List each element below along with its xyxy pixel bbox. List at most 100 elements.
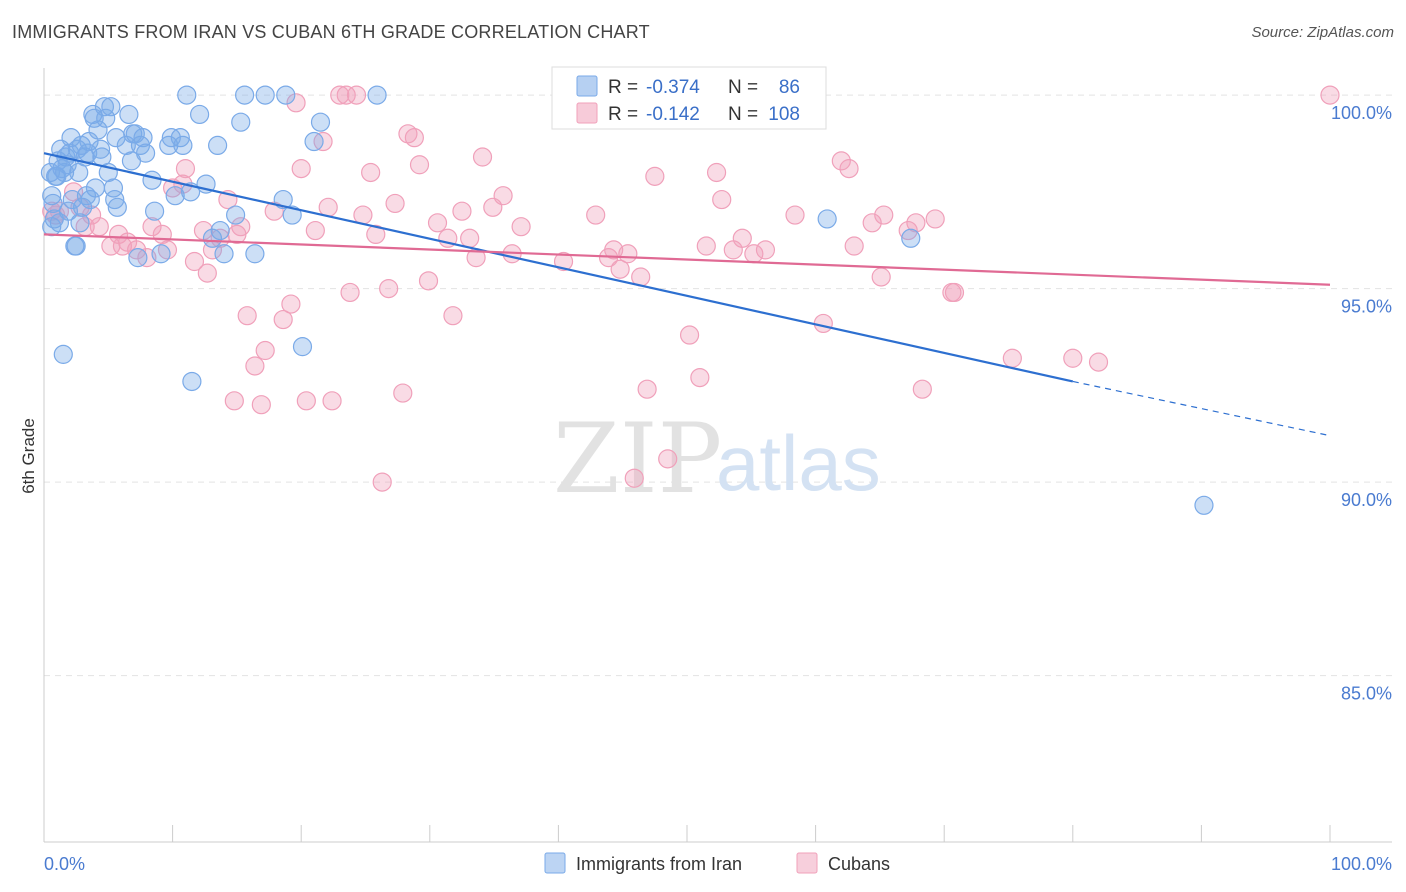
data-point-iran <box>245 244 265 264</box>
data-point-cubans <box>637 379 657 399</box>
x-tick-label: 0.0% <box>44 854 85 874</box>
data-point-cubans <box>404 128 424 148</box>
data-point-cubans <box>245 356 265 376</box>
data-point-iran <box>80 189 100 210</box>
data-point-cubans <box>906 213 926 233</box>
data-point-cubans <box>366 224 386 245</box>
trend-lines <box>43 152 1331 437</box>
data-point-cubans <box>732 228 752 248</box>
data-point-cubans <box>296 391 316 411</box>
data-point-iran <box>231 112 251 132</box>
data-point-cubans <box>839 159 859 179</box>
data-point-cubans <box>645 166 665 186</box>
y-tick-label: 95.0% <box>1341 297 1392 317</box>
data-point-cubans <box>42 201 62 221</box>
data-point-cubans <box>553 251 574 272</box>
data-point-cubans <box>112 236 133 256</box>
data-point-cubans <box>379 278 399 299</box>
legend-r-value-cubans: -0.142 <box>646 104 700 125</box>
data-point-iran <box>255 85 275 105</box>
bottom-legend: Immigrants from Iran Cubans <box>544 852 890 874</box>
data-point-iran <box>142 170 162 190</box>
data-point-cubans <box>511 217 531 237</box>
data-point-cubans <box>427 213 448 233</box>
data-point-iran <box>54 162 75 183</box>
data-point-iran <box>119 104 139 125</box>
data-point-cubans <box>690 368 710 388</box>
data-point-iran <box>70 213 90 233</box>
data-point-cubans <box>273 309 293 330</box>
data-point-cubans <box>286 93 306 113</box>
data-point-iran <box>817 209 837 229</box>
data-point-cubans <box>409 155 430 175</box>
data-point-cubans <box>175 159 196 179</box>
data-point-cubans <box>318 197 338 217</box>
data-point-cubans <box>813 313 833 334</box>
data-point-iran <box>367 85 387 105</box>
data-point-cubans <box>944 282 965 303</box>
legend-swatch-cubans <box>576 102 598 124</box>
data-point-iran <box>71 135 91 155</box>
trend-line-cubans <box>43 233 1331 286</box>
legend-r-label-cubans: R = <box>608 104 638 125</box>
data-point-cubans <box>385 193 405 214</box>
data-point-iran <box>173 135 193 155</box>
data-point-cubans <box>237 306 257 326</box>
bottom-legend-label-cubans: Cubans <box>828 854 890 874</box>
data-point-cubans <box>624 468 644 488</box>
data-point-iran <box>202 228 223 248</box>
chart-source: Source: ZipAtlas.com <box>1251 24 1394 41</box>
data-point-iran <box>90 139 111 159</box>
bottom-legend-label-iran: Immigrants from Iran <box>576 854 742 874</box>
data-point-iran <box>88 120 108 140</box>
data-point-iran <box>135 143 156 163</box>
watermark-zip: ZIP <box>553 403 722 515</box>
data-point-cubans <box>1063 348 1083 368</box>
data-point-iran <box>96 108 116 128</box>
data-point-iran <box>273 189 293 210</box>
gridlines <box>44 94 1392 677</box>
data-point-cubans <box>706 162 727 183</box>
legend-r-label-iran: R = <box>608 77 638 98</box>
data-point-cubans <box>353 205 373 225</box>
data-point-cubans <box>844 236 864 256</box>
bottom-legend-swatch-cubans <box>796 852 818 874</box>
data-point-iran <box>170 128 190 148</box>
data-point-iran <box>190 104 210 125</box>
data-point-cubans <box>443 306 463 326</box>
data-point-iran <box>165 186 185 206</box>
data-point-iran <box>61 128 81 148</box>
data-point-iran <box>101 97 121 117</box>
data-point-iran <box>53 344 73 364</box>
y-axis-title: 6th Grade <box>19 418 38 494</box>
data-point-cubans <box>755 240 776 260</box>
data-point-cubans <box>871 267 891 287</box>
data-point-iran <box>107 197 127 217</box>
x-tick-labels: 0.0% 100.0% <box>44 854 1392 874</box>
data-point-cubans <box>831 151 851 171</box>
watermark: ZIP atlas <box>553 403 881 515</box>
data-point-iran <box>151 244 171 264</box>
legend-n-value-cubans: 108 <box>768 104 800 125</box>
data-point-iran <box>208 135 228 155</box>
data-point-cubans <box>1320 85 1340 105</box>
data-point-iran <box>226 205 246 225</box>
data-point-cubans <box>785 205 805 225</box>
data-point-cubans <box>472 147 493 167</box>
data-point-cubans <box>493 186 513 206</box>
data-point-iran <box>177 85 197 105</box>
legend-n-value-iran: 86 <box>779 77 800 98</box>
y-tick-labels: 100.0% 95.0% 90.0% 85.0% <box>1331 103 1392 704</box>
data-point-iran <box>67 139 88 159</box>
trend-line-iran <box>43 152 1074 383</box>
data-point-iran <box>282 205 302 225</box>
data-point-iran <box>214 244 234 264</box>
data-point-iran <box>105 189 125 210</box>
data-point-iran <box>106 128 126 148</box>
data-point-iran <box>42 186 62 206</box>
data-point-cubans <box>336 85 356 105</box>
data-point-iran <box>76 186 97 206</box>
data-point-cubans <box>346 85 367 105</box>
data-point-cubans <box>361 162 381 183</box>
